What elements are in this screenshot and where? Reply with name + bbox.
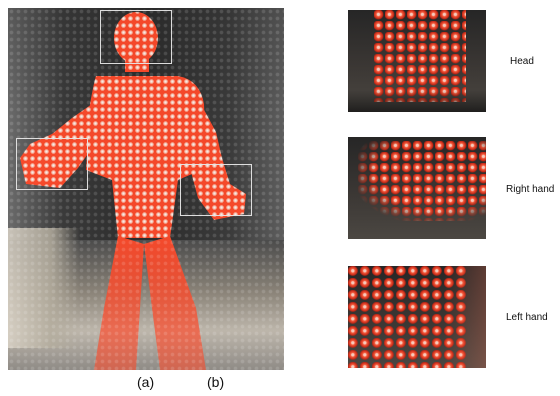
left-hand-crop-texture [348, 266, 468, 368]
torso-shape [86, 76, 206, 238]
left-arm-shape [190, 106, 246, 220]
left-hand-crop-image [348, 266, 486, 368]
right-arm-shape [20, 104, 92, 188]
right-leg-shape [94, 236, 144, 370]
window-light [8, 228, 80, 348]
left-hand-region-box [180, 164, 252, 216]
figure-shape [20, 12, 246, 370]
right-hand-crop-label: Right hand [506, 184, 555, 195]
main-photo [8, 8, 284, 370]
left-hand-crop-shade [348, 266, 486, 368]
caption-b: (b) [207, 374, 225, 390]
head-shape [114, 12, 158, 64]
human-figure-silhouette [8, 8, 284, 370]
head-crop-shadow [348, 90, 486, 112]
left-hand-crop-label: Left hand [506, 312, 548, 323]
right-hand-crop-image [348, 137, 486, 239]
head-crop-texture [374, 10, 466, 102]
right-hand-region-box [16, 138, 88, 190]
caption-a: (a) [137, 374, 155, 390]
head-crop-image [348, 10, 486, 112]
right-hand-crop-texture [358, 141, 486, 221]
left-leg-shape [144, 236, 206, 370]
head-crop-label: Head [510, 56, 534, 67]
head-region-box [100, 10, 172, 64]
